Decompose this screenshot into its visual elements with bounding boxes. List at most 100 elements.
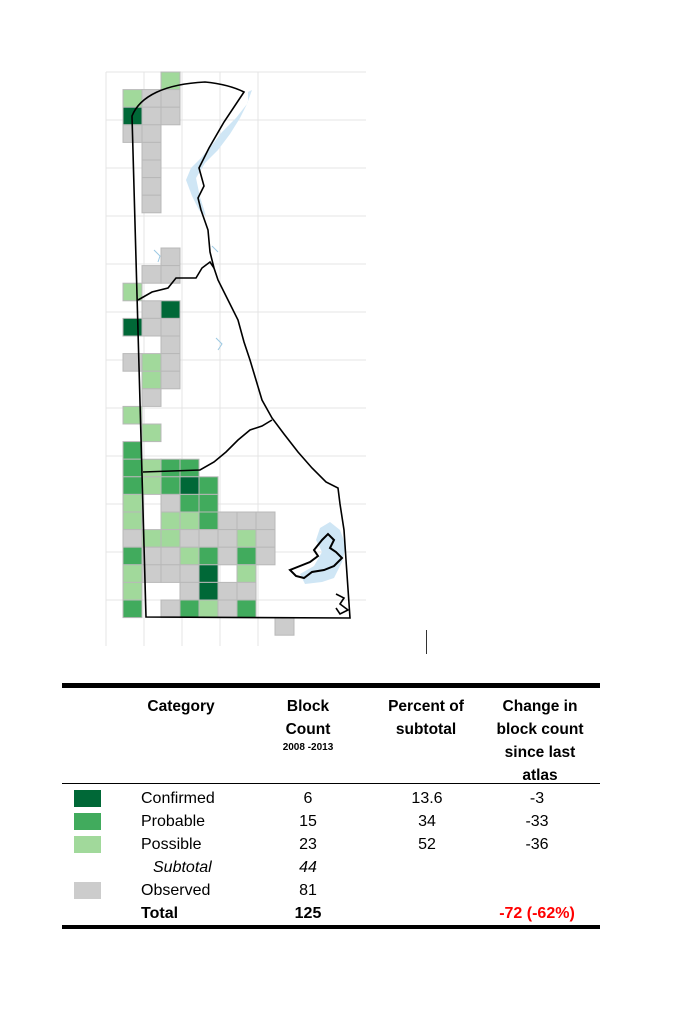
block-probable — [179, 493, 200, 513]
state-outline — [131, 81, 351, 619]
inland-bay-shore — [288, 532, 344, 580]
table-top-rule — [62, 683, 600, 688]
block-observed — [179, 564, 200, 583]
stream-2 — [211, 245, 219, 253]
swatch-observed — [74, 882, 101, 899]
block-observed — [141, 177, 162, 196]
row-probable: Probable 15 34 -33 — [62, 810, 600, 833]
swatch-possible — [74, 836, 101, 853]
block-possible — [236, 564, 257, 583]
block-observed — [198, 529, 219, 548]
header-category: Category — [147, 698, 215, 715]
block-probable — [236, 599, 257, 619]
block-probable — [198, 493, 219, 513]
block-count: 15 — [299, 813, 317, 830]
total-count: 125 — [294, 905, 322, 922]
water-bodies — [186, 90, 350, 616]
block-confirmed — [198, 581, 219, 601]
county-line-north — [137, 260, 215, 301]
block-possible — [179, 511, 200, 531]
block-possible — [160, 511, 181, 531]
block-observed — [236, 581, 257, 601]
state-border — [131, 81, 351, 619]
block-observed — [217, 581, 238, 601]
block-probable — [198, 476, 219, 495]
block-possible — [122, 493, 143, 513]
state-breeding-map — [105, 71, 366, 646]
change-value: -33 — [525, 813, 549, 830]
stream-1 — [153, 249, 161, 263]
block-observed — [274, 617, 295, 636]
block-observed — [141, 265, 162, 284]
block-confirmed — [122, 317, 143, 337]
block-probable — [122, 546, 143, 566]
block-confirmed — [179, 476, 200, 495]
change-value: -36 — [525, 836, 549, 853]
block-possible — [141, 353, 162, 372]
swatch-confirmed — [74, 790, 101, 807]
block-observed — [141, 159, 162, 179]
header-block-count: Block Count 2008 -2013 — [277, 695, 339, 755]
block-observed — [179, 529, 200, 548]
block-possible — [141, 458, 162, 478]
delaware-river — [186, 90, 252, 216]
block-observed — [160, 564, 181, 583]
header-change: Change in block count since last atlas — [496, 698, 584, 784]
row-total: Total 125 -72 (-62%) — [62, 902, 600, 925]
block-observed — [141, 106, 162, 126]
change-value: -3 — [529, 790, 545, 807]
block-observed — [160, 353, 181, 372]
row-confirmed: Confirmed 6 13.6 -3 — [62, 787, 600, 810]
block-observed — [160, 317, 181, 337]
block-observed — [141, 141, 162, 161]
block-observed — [160, 493, 181, 513]
block-count: 6 — [303, 790, 313, 807]
block-observed — [255, 546, 276, 566]
table-header-rule — [62, 783, 600, 784]
table-bottom-rule — [62, 925, 600, 929]
row-subtotal: Subtotal 44 — [62, 856, 600, 879]
header-percent: Percent of subtotal — [388, 698, 464, 738]
block-probable — [179, 599, 200, 619]
block-probable — [122, 441, 143, 460]
block-probable — [160, 476, 181, 495]
county-line-south — [142, 419, 273, 473]
block-observed — [217, 511, 238, 531]
block-confirmed — [160, 300, 181, 319]
category-label: Confirmed — [141, 790, 215, 807]
block-probable — [122, 599, 143, 619]
percent-value: 13.6 — [411, 790, 443, 807]
observed-label: Observed — [141, 882, 211, 899]
block-observed — [179, 581, 200, 601]
block-possible — [179, 546, 200, 566]
block-observed — [141, 124, 162, 143]
text-cursor — [426, 630, 427, 654]
block-probable — [198, 546, 219, 566]
south-bay-shore — [335, 593, 350, 616]
block-possible — [122, 581, 143, 601]
block-observed — [255, 529, 276, 548]
block-observed — [122, 529, 143, 548]
block-probable — [236, 546, 257, 566]
subtotal-count: 44 — [299, 859, 317, 876]
block-possible — [122, 405, 143, 425]
subtotal-label: Subtotal — [153, 859, 212, 876]
block-possible — [141, 370, 162, 390]
block-possible — [122, 282, 143, 302]
block-observed — [236, 511, 257, 531]
block-observed — [160, 335, 181, 355]
block-possible — [141, 529, 162, 548]
header-block-count-label: Block Count — [285, 698, 331, 738]
block-observed — [217, 546, 238, 566]
swatch-probable — [74, 813, 101, 830]
block-observed — [255, 511, 276, 531]
block-possible — [236, 529, 257, 548]
total-change-value: -72 (-62%) — [499, 905, 575, 922]
category-label: Probable — [141, 813, 206, 830]
block-possible — [160, 529, 181, 548]
percent-value: 52 — [418, 836, 436, 853]
stream-3 — [215, 337, 223, 351]
block-observed — [217, 599, 238, 619]
block-possible — [122, 564, 143, 583]
row-possible: Possible 23 52 -36 — [62, 833, 600, 856]
